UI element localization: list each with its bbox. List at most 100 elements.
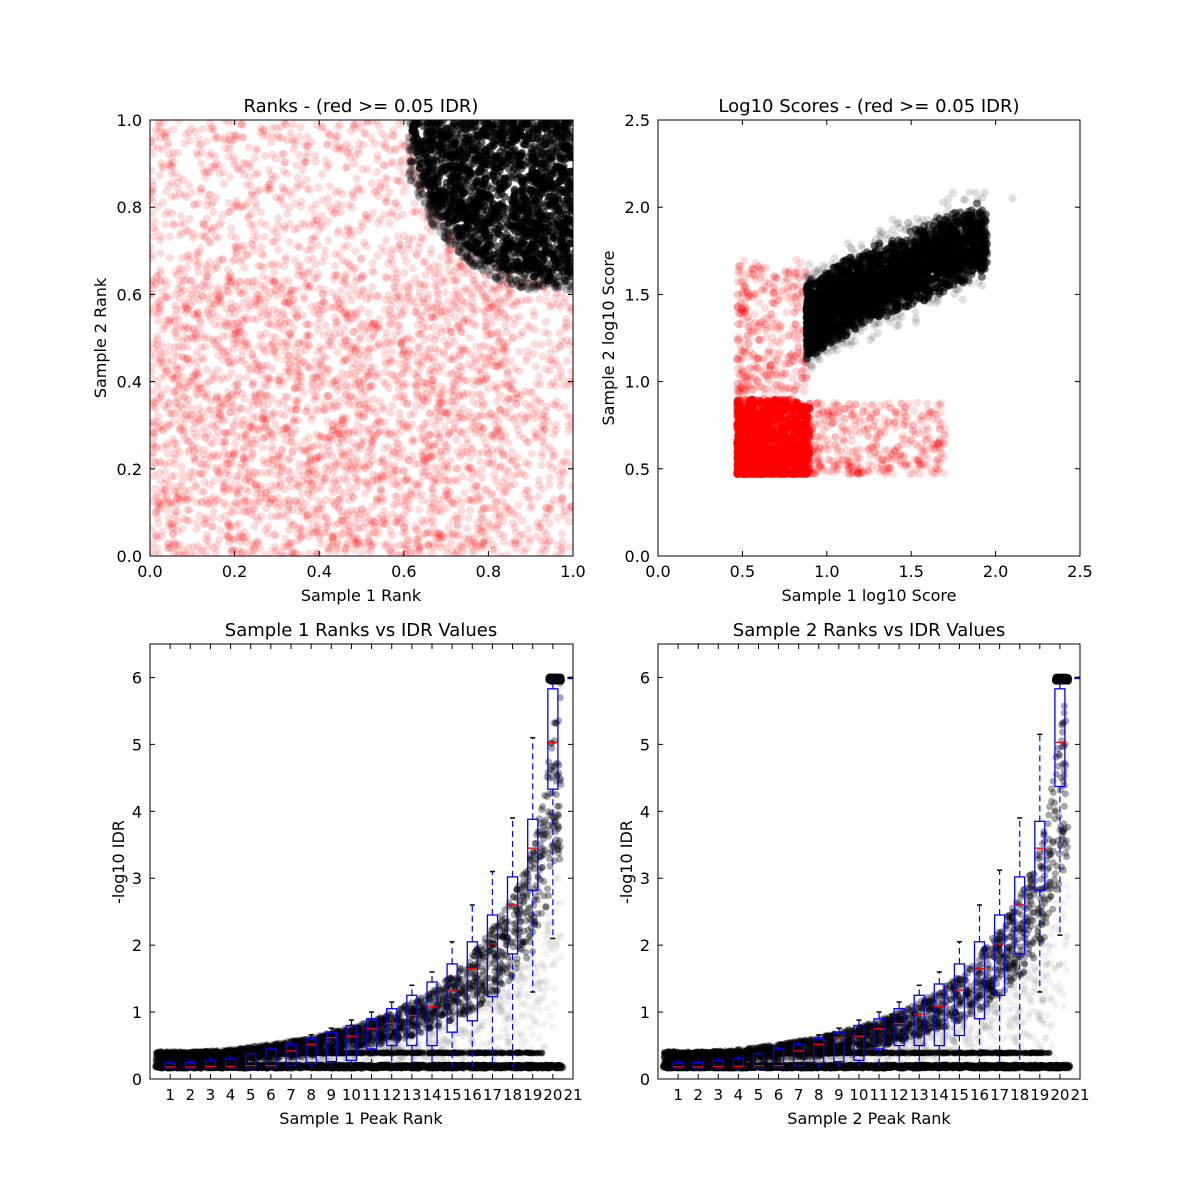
point-red [345,460,354,469]
point-red [248,423,257,432]
point-red [369,319,378,328]
point-red [246,181,255,190]
point-red [341,336,350,345]
point-red [535,295,544,304]
point-red [268,132,277,141]
point-red [361,210,370,219]
point-red [150,350,155,359]
point-red [287,548,296,556]
point-red [219,498,228,507]
point-red [170,168,179,177]
point-red [242,360,251,369]
point-red [280,185,289,194]
point-red [278,510,287,519]
point-red [243,214,252,223]
point-red [473,530,482,539]
point-red [246,163,255,172]
point-red [458,389,467,398]
point-red [343,342,352,351]
point-red [151,492,160,501]
point-red [252,538,261,547]
point-red [154,550,163,556]
point-red [476,457,485,466]
point-red [382,176,391,185]
point-red [192,433,201,441]
point-red [197,460,206,469]
point-red [419,298,428,307]
point-red [336,305,345,314]
point-red [295,507,304,515]
point-red [293,479,302,488]
point-red [548,452,557,461]
point-red [241,484,250,493]
point-red [194,417,203,426]
point-red [213,263,221,272]
point-red [430,274,439,283]
point-red [449,426,458,435]
point-red [181,130,190,139]
point-red [150,441,157,450]
point-red [382,542,391,551]
point-red [174,148,183,157]
point-red [268,547,277,556]
point-red [476,523,485,532]
point-red [150,208,156,217]
point-red [399,187,408,196]
point-red [252,512,261,521]
point-red [307,479,316,488]
point-red [480,308,489,316]
point-red [551,355,560,364]
point-red [296,551,305,556]
point-red [207,238,215,247]
point-red [496,406,505,415]
point-red [445,370,454,379]
point-red [334,402,343,411]
point-red [238,201,247,210]
point-red [323,392,332,401]
point-red [445,236,453,244]
point-red [478,291,487,300]
point-red [351,313,360,322]
point-red [446,309,454,318]
point-red [429,493,438,502]
point-red [150,387,157,396]
point-red [207,453,216,462]
point-red [300,340,309,349]
point-red [330,501,339,510]
point-red [411,522,420,531]
point-red [165,316,174,325]
point-red [304,330,313,339]
point-red [195,469,204,478]
point-red [169,148,178,157]
point-red [286,128,295,137]
point-red [470,546,479,555]
point-red [355,401,364,410]
point-red [165,253,174,262]
point-red [333,538,342,547]
point-red [408,350,417,359]
point-red [468,256,477,265]
point-red [198,292,207,301]
point-red [375,397,384,406]
point-red [155,502,164,511]
point-red [434,269,443,277]
point-red [187,124,196,133]
point-red [452,464,461,473]
point-red [361,211,370,220]
point-red [171,192,180,201]
point-red [192,498,201,507]
point-red [291,199,300,208]
point-red [368,476,377,485]
point-red [240,286,249,295]
point-red [275,512,284,521]
point-red [150,277,158,286]
point-red [393,322,402,330]
point-red [163,506,172,515]
point-red [489,312,497,321]
point-red [224,451,233,460]
point-red [318,345,326,354]
point-red [326,432,335,441]
point-red [434,495,443,504]
point-red [353,454,362,463]
point-red [318,297,327,306]
